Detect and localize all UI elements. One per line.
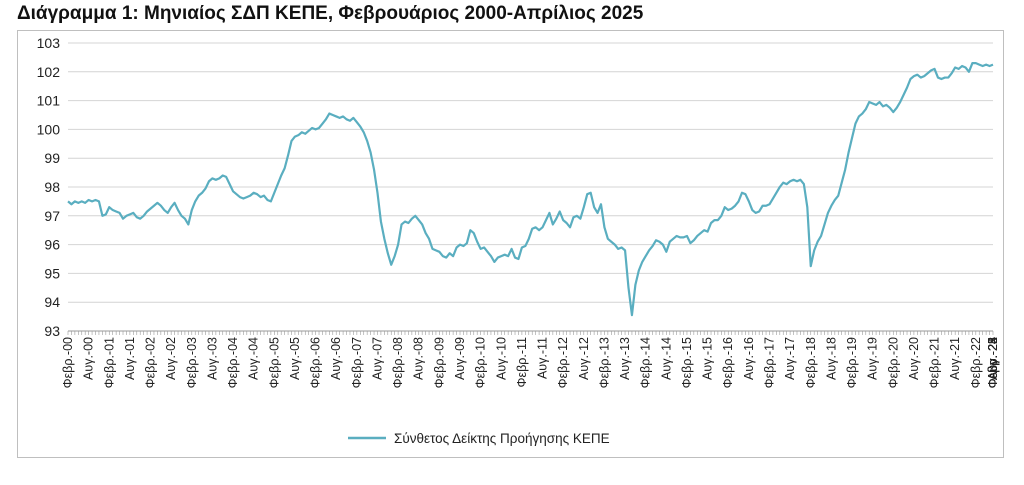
x-tick-label: Αυγ.-22 [986,337,1000,380]
x-tick-label: Αυγ.-09 [453,337,467,380]
x-tick-label: Αυγ.-14 [659,337,673,380]
y-tick-label: 103 [37,35,61,51]
x-tick-label: Φεβρ.-05 [267,337,281,388]
x-tick-label: Αυγ.-03 [205,337,219,380]
x-tick-label: Φεβρ.-25 [986,337,1000,388]
chart-frame [17,30,1004,458]
x-tick-label: Φεβρ.-18 [804,337,818,388]
x-tick-label: Αυγ.-24 [986,337,1000,380]
series-line [67,62,994,317]
x-tick-label: Αυγ.-11 [536,337,550,379]
x-tick-label: Φεβρ.-00 [61,337,75,388]
x-tick-label: Φεβρ.-13 [597,337,611,388]
x-tick-label: Αυγ.-20 [907,337,921,380]
y-tick-label: 97 [44,208,60,224]
x-tick-label: Αυγ.-15 [701,337,715,380]
x-tick-label: Φεβρ.-23 [986,337,1000,388]
y-tick-label: 99 [44,150,60,166]
x-tick-label: Αυγ.-18 [824,337,838,380]
x-tick-label: Αυγ.-07 [370,337,384,380]
x-tick-label: Φεβρ.-02 [144,337,158,388]
x-tick-label: Αυγ.-21 [948,337,962,380]
x-tick-label: Φεβρ.-07 [350,337,364,388]
y-tick-label: 93 [44,323,60,339]
x-tick-label: Φεβρ.-14 [639,337,653,388]
x-tick-label: Αυγ.-04 [247,337,261,380]
x-tick-label: Φεβρ.-03 [185,337,199,388]
y-axis-ticks: 93 94 95 96 97 98 99 100 101 102 103 [37,35,61,339]
x-tick-label: Αυγ.-02 [164,337,178,380]
x-tick-label: Φεβρ.-08 [391,337,405,388]
y-tick-label: 98 [44,179,60,195]
x-tick-label: Φεβρ.-15 [680,337,694,388]
x-tick-label: Φεβρ.-20 [886,337,900,388]
y-tick-label: 101 [37,93,61,109]
legend: Σύνθετος Δείκτης Προήγησης ΚΕΠΕ [348,431,610,446]
x-tick-label: Φεβρ.-11 [515,337,529,388]
x-tick-label: Αυγ.-01 [123,337,137,380]
x-tick-label: Φεβρ.-22 [969,337,983,388]
x-tick-label: Φεβρ.-01 [102,337,116,388]
x-tick-label: Φεβρ.-09 [432,337,446,388]
x-tick-label: Αυγ.-06 [329,337,343,380]
legend-label: Σύνθετος Δείκτης Προήγησης ΚΕΠΕ [394,431,610,446]
x-tick-label: Φεβρ.-06 [309,337,323,388]
x-tick-label: Αυγ.-05 [288,337,302,380]
x-tick-label: Φεβρ.-24 [986,337,1000,388]
x-tick-label: Αυγ.-17 [783,337,797,380]
x-tick-label: Φεβρ.-19 [845,337,859,388]
gridlines [68,42,993,332]
x-tick-label: Αυγ.-08 [412,337,426,380]
x-tick-label: Αυγ.-19 [866,337,880,380]
x-tick-label: Φεβρ.-04 [226,337,240,388]
x-tick-label: Φεβρ.-17 [762,337,776,388]
x-tick-label: Φεβρ.-21 [928,337,942,388]
x-tick-label: Φεβρ.-16 [721,337,735,388]
x-tick-label: Αυγ.-16 [742,337,756,380]
x-tick-label: Αυγ.-10 [494,337,508,380]
x-tick-label: Αυγ.-00 [82,337,96,380]
x-tick-label: Αυγ.-13 [618,337,632,380]
y-tick-label: 94 [44,294,60,310]
y-tick-label: 102 [37,64,61,80]
x-tick-label: Αυγ.-23 [986,337,1000,380]
chart-title: Διάγραμμα 1: Μηνιαίος ΣΔΠ ΚΕΠΕ, Φεβρουάρ… [17,3,644,24]
x-axis-tick-labels: Φεβρ.-00 Αυγ.-00 Φεβρ.-01 Αυγ.-01 Φεβρ.-02 Αυ… [61,337,1000,388]
x-tick-label: Αυγ.-12 [577,337,591,380]
y-tick-label: 100 [37,121,61,137]
x-axis [67,330,994,335]
x-tick-label: Φεβρ.-12 [556,337,570,388]
x-tick-label: Φεβρ.-10 [474,337,488,388]
y-tick-label: 96 [44,237,60,253]
y-tick-label: 95 [44,265,60,281]
